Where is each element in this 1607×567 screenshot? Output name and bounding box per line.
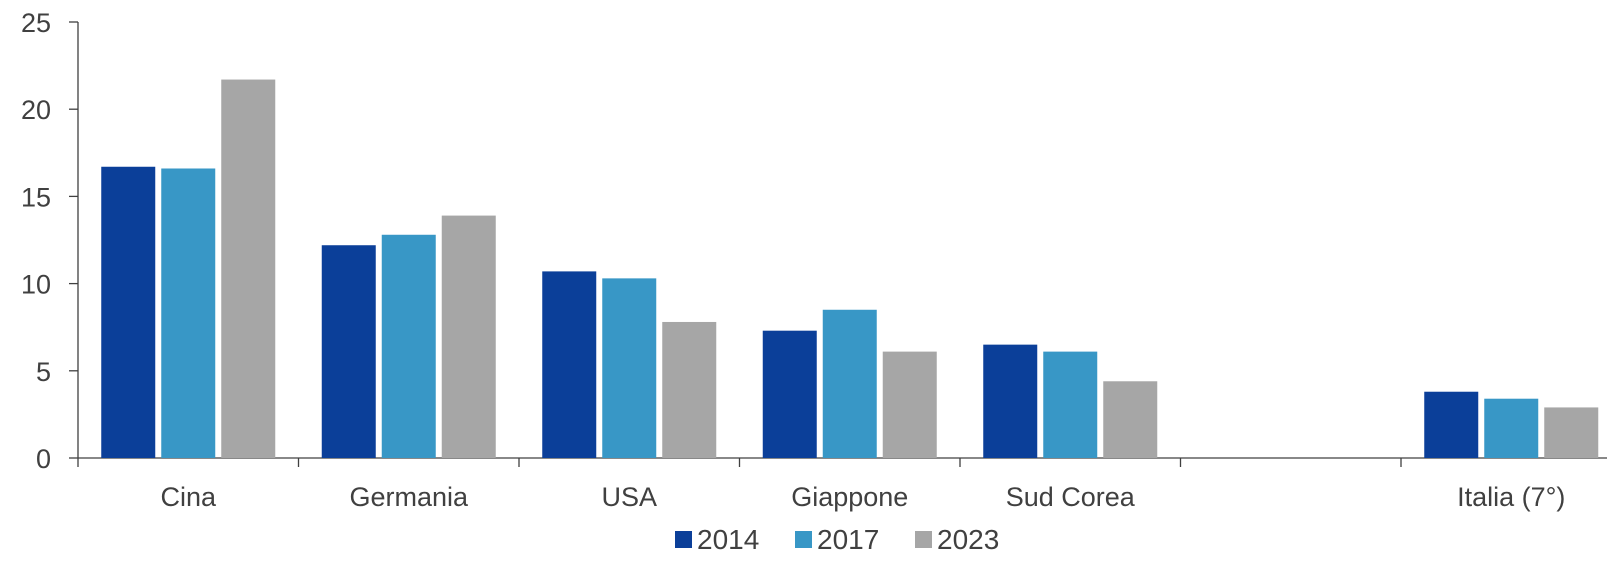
bar-2017-cina [161, 168, 216, 458]
bar-2014-italia-7 [1424, 391, 1479, 458]
y-axis: 0 5 10 15 20 25 [21, 8, 79, 474]
bar-2017-germania [381, 234, 436, 458]
bar-2017-italia-7 [1484, 398, 1539, 458]
legend-label-2023: 2023 [937, 524, 999, 555]
legend-swatch-2023 [915, 531, 932, 548]
y-tick-label: 10 [21, 270, 51, 300]
bars [101, 79, 1599, 458]
legend-label-2014: 2014 [697, 524, 759, 555]
bar-2017-giappone [822, 309, 877, 458]
legend-label-2017: 2017 [817, 524, 879, 555]
bar-2023-cina [221, 79, 276, 458]
bar-2014-giappone [762, 330, 817, 458]
x-axis: Cina Germania USA Giappone Sud Corea Italia (… [77, 457, 1607, 512]
x-tick-label: Cina [160, 482, 217, 512]
bar-2023-germania [441, 215, 496, 458]
bar-2017-usa [602, 278, 657, 458]
x-tick-label: Italia (7°) [1457, 482, 1565, 512]
y-tick-label: 0 [36, 444, 51, 474]
bar-2014-sud-corea [983, 344, 1038, 458]
y-tick-label: 20 [21, 95, 51, 125]
bar-2023-sud-corea [1103, 381, 1158, 458]
x-tick-label: Giappone [791, 482, 908, 512]
bar-2023-usa [662, 321, 717, 458]
y-tick-label: 25 [21, 8, 51, 38]
legend-swatch-2017 [795, 531, 812, 548]
y-tick-label: 15 [21, 182, 51, 212]
bar-2014-usa [542, 271, 597, 458]
x-tick-label: Germania [349, 482, 469, 512]
bar-2023-italia-7 [1544, 407, 1599, 458]
x-tick-label: Sud Corea [1006, 482, 1136, 512]
bar-2014-germania [321, 245, 376, 458]
legend-swatch-2014 [675, 531, 692, 548]
legend: 2014 2017 2023 [675, 524, 999, 555]
bar-2017-sud-corea [1043, 351, 1098, 458]
x-tick-label: USA [601, 482, 657, 512]
bar-2023-giappone [882, 351, 937, 458]
bar-2014-cina [101, 166, 156, 458]
y-tick-label: 5 [36, 357, 51, 387]
